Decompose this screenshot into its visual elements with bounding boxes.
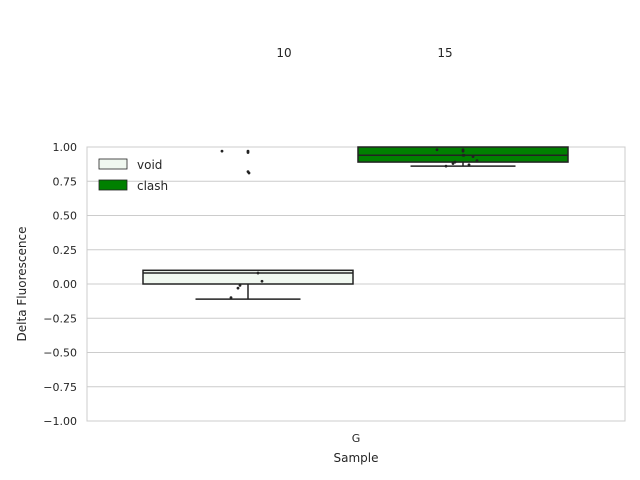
- data-point: [229, 296, 233, 300]
- box-void: [142, 269, 354, 300]
- y-axis-ticks: 1.00 0.75 0.50 0.25 0.00 −0.25 −0.50 −0.75 −1.00: [43, 141, 77, 428]
- top-annotation: 15: [437, 46, 452, 60]
- data-point: [256, 271, 260, 275]
- top-annotations: 10 15: [276, 46, 452, 60]
- y-tick-label: 0.00: [53, 278, 78, 291]
- legend-label: clash: [137, 179, 168, 193]
- y-tick-label: 0.50: [53, 210, 78, 223]
- x-axis-ticks: G: [352, 432, 361, 445]
- data-point: [461, 149, 465, 153]
- data-point: [220, 149, 224, 153]
- legend-label: void: [137, 158, 162, 172]
- legend-swatch: [98, 158, 128, 170]
- box-plots: [142, 146, 569, 300]
- strip-points: [220, 148, 479, 300]
- data-point: [467, 163, 471, 167]
- legend: void clash: [98, 158, 168, 193]
- data-point: [471, 155, 475, 158]
- x-axis-label: Sample: [334, 451, 379, 465]
- y-tick-label: −0.25: [43, 312, 77, 325]
- data-point: [247, 171, 251, 175]
- top-annotation: 10: [276, 46, 291, 60]
- y-tick-label: 0.75: [53, 175, 78, 188]
- data-point: [260, 279, 264, 283]
- y-tick-label: 1.00: [53, 141, 78, 154]
- data-point: [435, 148, 439, 152]
- y-axis-label: Delta Fluorescence: [15, 227, 29, 342]
- plot-frame: [86, 146, 626, 422]
- data-point: [444, 164, 448, 168]
- y-tick-label: −0.50: [43, 347, 77, 360]
- y-tick-label: −0.75: [43, 381, 77, 394]
- data-point: [246, 151, 250, 154]
- y-tick-label: −1.00: [43, 415, 77, 428]
- legend-swatch: [98, 179, 128, 191]
- data-point: [236, 286, 240, 290]
- data-point: [462, 153, 466, 157]
- data-point: [451, 162, 455, 165]
- y-tick-label: 0.25: [53, 244, 78, 257]
- data-point: [238, 283, 242, 287]
- data-point: [453, 160, 457, 164]
- data-point: [475, 159, 479, 163]
- x-tick-label: G: [352, 432, 361, 445]
